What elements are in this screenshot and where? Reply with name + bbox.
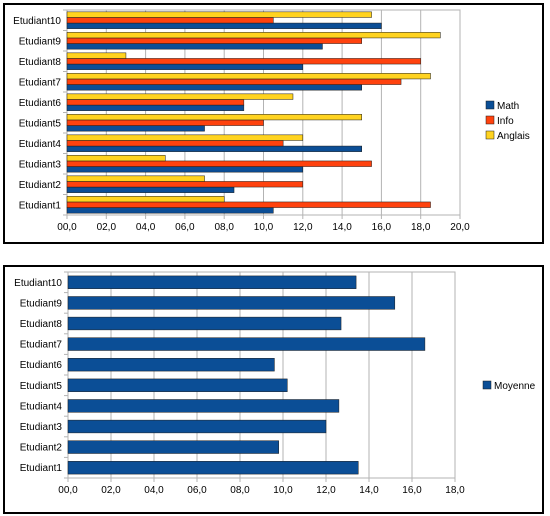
x-tick-label: 18,0 — [411, 222, 431, 233]
x-tick-label: 12,0 — [293, 222, 313, 233]
x-tick-label: 18,0 — [445, 485, 465, 496]
x-tick-label: 16,0 — [402, 485, 422, 496]
bar-info — [66, 99, 245, 106]
x-tick-label: 10,0 — [254, 222, 274, 233]
average-bar-chart: 00,0 02,0 04,0 06,0 08,0 10,0 12,0 14,0 16,0 18,0… — [14, 271, 536, 496]
category-label: Etudiant7 — [19, 77, 62, 88]
x-tick-label: 00,0 — [57, 222, 77, 233]
x-tick-label: 08,0 — [214, 222, 234, 233]
bar-info — [66, 160, 372, 167]
bar-info — [66, 37, 362, 44]
bar-anglais — [66, 73, 431, 80]
legend-swatch — [482, 380, 492, 390]
bar-math — [66, 84, 362, 91]
grouped-bar-chart-panel: 00,0 02,0 04,0 06,0 08,0 10,0 12,0 14,0 16,0 18,0… — [3, 3, 544, 244]
x-tick-label: 10,0 — [273, 485, 293, 496]
category-label: Etudiant10 — [13, 16, 61, 27]
bar-anglais — [66, 134, 304, 141]
bar-math — [66, 145, 362, 152]
bar-anglais — [66, 93, 294, 100]
x-tick-label: 04,0 — [144, 485, 164, 496]
bar-info — [66, 181, 304, 188]
legend-label: Anglais — [497, 131, 530, 142]
bar-anglais — [66, 155, 166, 162]
category-label: Etudiant1 — [19, 200, 62, 211]
bar-math — [66, 63, 304, 70]
bar-info — [66, 78, 402, 85]
category-label: Etudiant8 — [20, 319, 63, 330]
x-tick-label: 00,0 — [58, 485, 78, 496]
x-tick-label: 12,0 — [316, 485, 336, 496]
bar-info — [66, 201, 431, 208]
bar-moyenne — [67, 399, 340, 413]
category-label: Etudiant4 — [20, 401, 63, 412]
bar-math — [66, 186, 235, 193]
category-label: Etudiant5 — [19, 118, 62, 129]
bar-moyenne — [67, 316, 342, 331]
x-tick-label: 06,0 — [175, 222, 195, 233]
category-label: Etudiant6 — [19, 98, 62, 109]
bar-moyenne — [67, 378, 288, 392]
x-tick-label: 20,0 — [450, 222, 470, 233]
bar-anglais — [66, 114, 362, 121]
bar-moyenne — [67, 296, 396, 310]
category-label: Etudiant2 — [20, 443, 63, 454]
category-label: Etudiant9 — [19, 36, 62, 47]
bar-info — [66, 17, 274, 24]
x-tick-label: 04,0 — [136, 222, 156, 233]
bar-math — [66, 166, 304, 173]
category-label: Etudiant4 — [19, 139, 62, 150]
legend-label: Moyenne — [494, 381, 536, 392]
bar-math — [66, 22, 382, 29]
x-tick-label: 06,0 — [187, 485, 207, 496]
x-tick-label: 14,0 — [359, 485, 379, 496]
bar-anglais — [66, 175, 205, 182]
legend-swatch — [485, 130, 495, 140]
bar-moyenne — [67, 461, 359, 475]
bar-info — [66, 140, 284, 147]
bar-anglais — [66, 32, 441, 39]
bar-moyenne — [67, 358, 275, 372]
legend-swatch — [485, 115, 495, 125]
legend-label: Math — [497, 101, 519, 112]
x-tick-label: 08,0 — [230, 485, 250, 496]
x-tick-label: 02,0 — [97, 222, 117, 233]
category-label: Etudiant10 — [14, 278, 62, 289]
bar-moyenne — [67, 337, 426, 351]
bar-anglais — [66, 11, 372, 18]
legend-label: Info — [497, 116, 514, 127]
bar-moyenne — [67, 440, 279, 454]
bar-math — [66, 43, 323, 50]
bar-info — [66, 119, 264, 126]
legend-swatch — [485, 100, 495, 110]
category-label: Etudiant1 — [20, 463, 63, 474]
bar-math — [66, 104, 245, 111]
bar-moyenne — [67, 419, 327, 434]
bar-anglais — [66, 52, 127, 59]
category-label: Etudiant5 — [20, 381, 63, 392]
category-label: Etudiant8 — [19, 57, 62, 68]
average-bar-chart-panel: 00,0 02,0 04,0 06,0 08,0 10,0 12,0 14,0 16,0 18,0… — [3, 265, 544, 514]
grouped-bar-chart: 00,0 02,0 04,0 06,0 08,0 10,0 12,0 14,0 16,0 18,0… — [13, 9, 530, 233]
x-tick-label: 02,0 — [101, 485, 121, 496]
x-tick-label: 16,0 — [372, 222, 392, 233]
bar-moyenne — [67, 275, 357, 289]
bar-anglais — [66, 196, 225, 203]
x-tick-label: 14,0 — [332, 222, 352, 233]
bar-info — [66, 58, 421, 65]
category-label: Etudiant7 — [20, 340, 63, 351]
category-label: Etudiant6 — [20, 360, 63, 371]
bar-math — [66, 207, 274, 214]
category-label: Etudiant3 — [19, 159, 62, 170]
category-label: Etudiant2 — [19, 180, 62, 191]
category-label: Etudiant3 — [20, 422, 63, 433]
bar-math — [66, 125, 205, 132]
category-label: Etudiant9 — [20, 298, 63, 309]
